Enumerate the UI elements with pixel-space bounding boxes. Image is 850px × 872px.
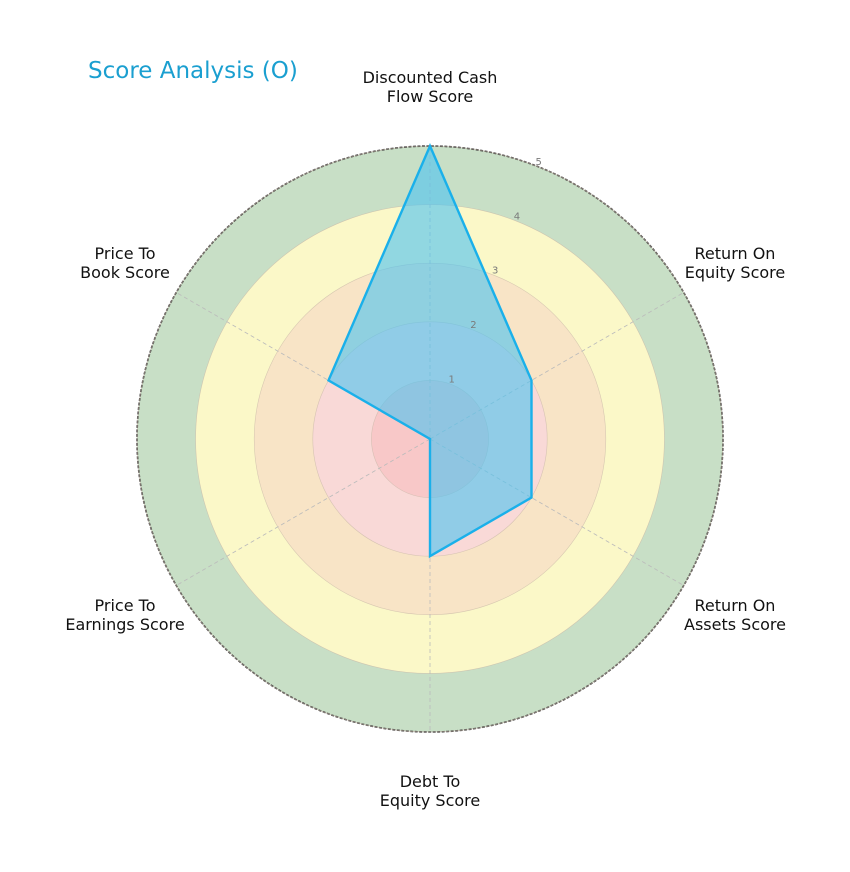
axis-label: Price To Earnings Score bbox=[65, 596, 184, 634]
series-polygon bbox=[326, 142, 533, 559]
axis-label: Return On Equity Score bbox=[685, 244, 786, 282]
radial-tick-label: 3 bbox=[492, 266, 498, 277]
radial-tick-label: 1 bbox=[449, 375, 455, 386]
axis-label: Price To Book Score bbox=[80, 244, 170, 282]
data-polygon bbox=[326, 142, 533, 559]
radial-tick-label: 2 bbox=[470, 320, 476, 331]
radial-tick-label: 4 bbox=[514, 211, 520, 222]
chart-title: Score Analysis (O) bbox=[88, 58, 298, 84]
axis-label: Debt To Equity Score bbox=[380, 772, 481, 810]
axis-label: Return On Assets Score bbox=[684, 596, 786, 634]
axis-label: Discounted Cash Flow Score bbox=[363, 68, 498, 106]
radial-tick-labels: 1 2 3 4 5 bbox=[449, 157, 542, 386]
radial-tick-label: 5 bbox=[535, 157, 541, 168]
axis-labels: Discounted Cash Flow Score Return On Equity… bbox=[65, 68, 786, 810]
